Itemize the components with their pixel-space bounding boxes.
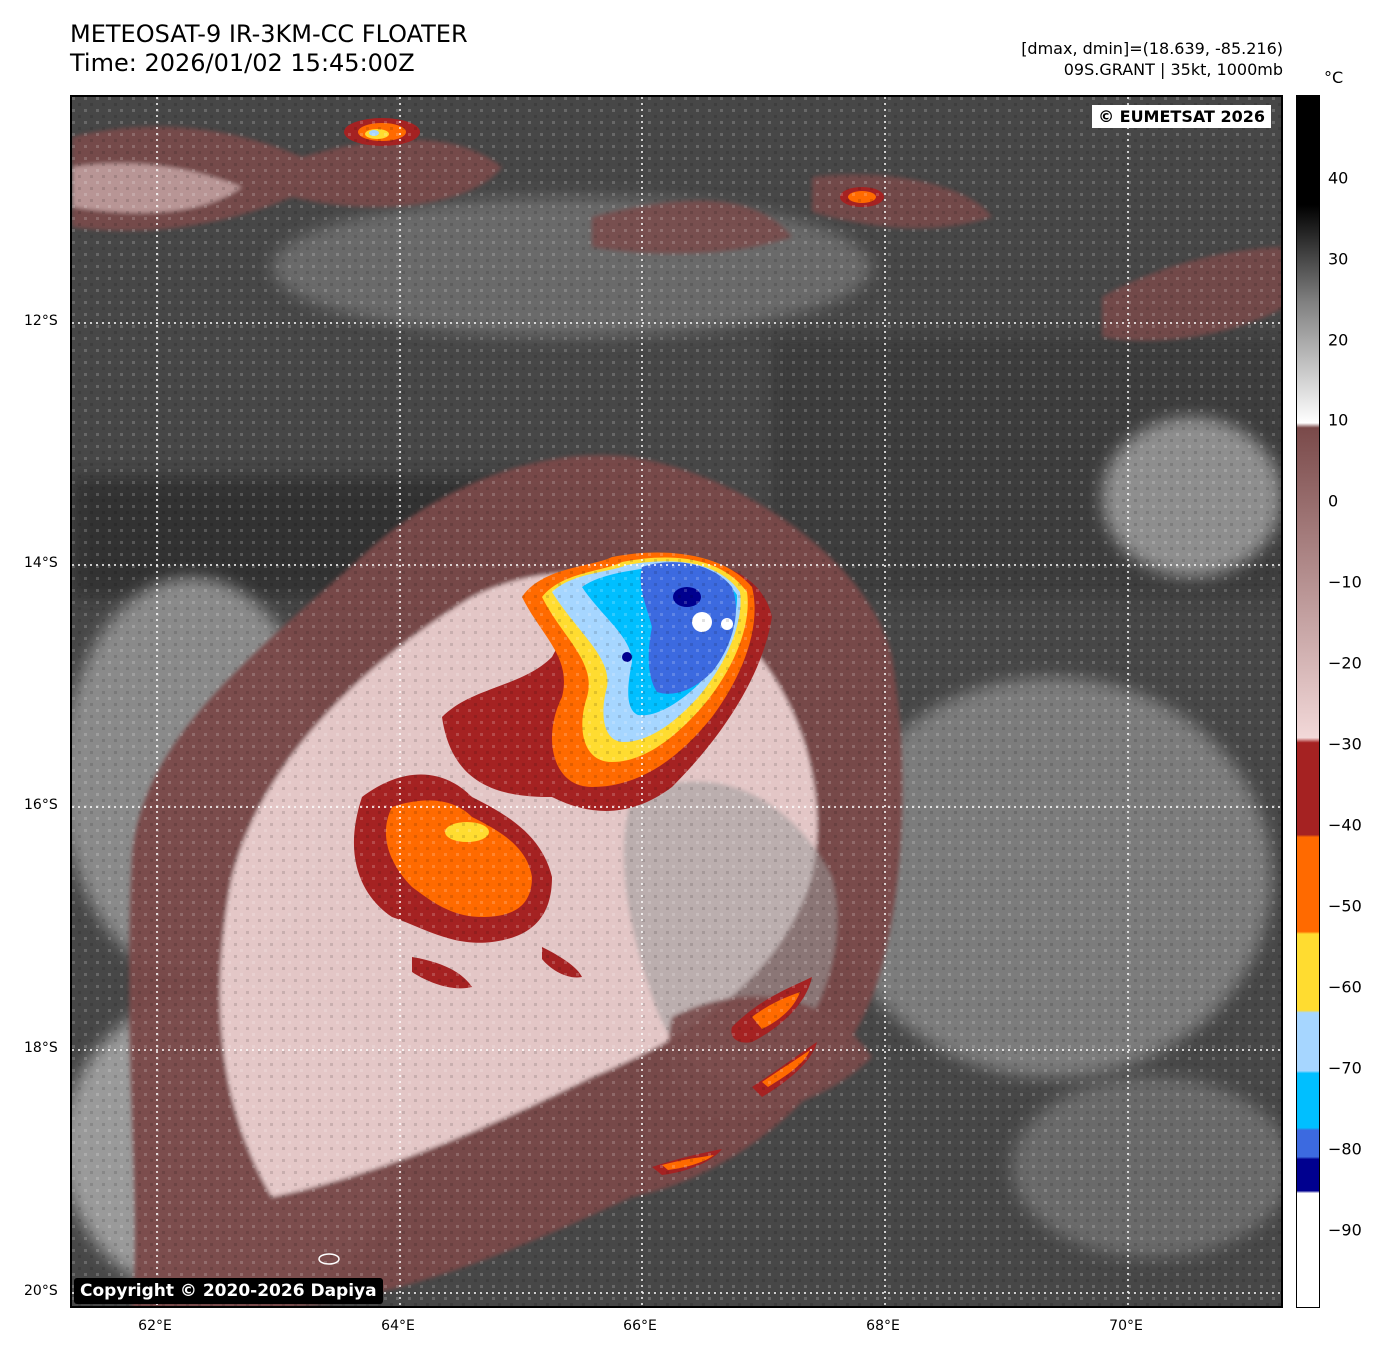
storm-info: 09S.GRANT | 35kt, 1000mb (1063, 60, 1283, 79)
graticule (72, 97, 1281, 1306)
colorbar-tick-minus20: −20 (1328, 653, 1362, 673)
image-info: [dmax, dmin]=(18.639, -85.216) 09S.GRANT… (1021, 38, 1283, 80)
colorbar-tick-minus60: −60 (1328, 977, 1362, 997)
image-texture (72, 97, 1281, 1306)
image-time: Time: 2026/01/02 15:45:00Z (70, 49, 415, 77)
colorbar-unit: °C (1324, 68, 1344, 87)
colorbar-tick-minus90: −90 (1328, 1220, 1362, 1240)
colorbar-tick-0: 0 (1328, 491, 1339, 511)
lat-label-16s: 16°S (24, 797, 58, 813)
lon-label-62e: 62°E (138, 1318, 172, 1334)
lon-label-68e: 68°E (866, 1318, 900, 1334)
lon-label-66e: 66°E (623, 1318, 657, 1334)
lat-label-18s: 18°S (24, 1040, 58, 1056)
lat-label-20s: 20°S (24, 1283, 58, 1299)
colorbar-tick-minus80: −80 (1328, 1139, 1362, 1159)
lon-label-64e: 64°E (381, 1318, 415, 1334)
lat-label-14s: 14°S (24, 555, 58, 571)
satellite-map[interactable]: © EUMETSAT 2026 Copyright © 2020-2026 Da… (70, 95, 1283, 1308)
island-outline (318, 1253, 340, 1265)
colorbar-tick-10: 10 (1328, 410, 1349, 430)
eumetsat-credit: © EUMETSAT 2026 (1092, 105, 1271, 128)
image-title: METEOSAT-9 IR-3KM-CC FLOATER Time: 2026/… (70, 20, 468, 78)
dmax-dmin-readout: [dmax, dmin]=(18.639, -85.216) (1021, 39, 1283, 58)
colorbar-tick-minus40: −40 (1328, 815, 1362, 835)
temperature-colorbar (1296, 95, 1320, 1308)
colorbar-tick-20: 20 (1328, 330, 1349, 350)
dapiya-credit: Copyright © 2020-2026 Dapiya (74, 1278, 383, 1304)
lon-label-70e: 70°E (1109, 1318, 1143, 1334)
product-title: METEOSAT-9 IR-3KM-CC FLOATER (70, 20, 468, 48)
satellite-imagery (72, 97, 1281, 1306)
colorbar-tick-30: 30 (1328, 249, 1349, 269)
lat-label-12s: 12°S (24, 313, 58, 329)
colorbar-tick-minus10: −10 (1328, 572, 1362, 592)
colorbar-tick-minus30: −30 (1328, 734, 1362, 754)
colorbar-tick-minus50: −50 (1328, 896, 1362, 916)
colorbar-tick-minus70: −70 (1328, 1058, 1362, 1078)
colorbar-tick-40: 40 (1328, 168, 1349, 188)
